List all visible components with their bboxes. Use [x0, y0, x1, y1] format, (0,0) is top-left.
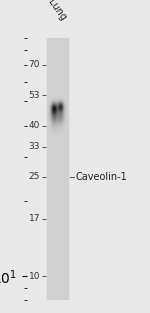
Text: 40: 40 — [29, 121, 40, 130]
Text: 25: 25 — [29, 172, 40, 181]
Text: 70: 70 — [29, 60, 40, 69]
Text: Lung: Lung — [46, 0, 68, 22]
Text: 33: 33 — [29, 142, 40, 151]
Text: 53: 53 — [29, 90, 40, 100]
Text: 10: 10 — [29, 272, 40, 281]
Bar — [47, 38, 68, 300]
Text: 17: 17 — [29, 214, 40, 223]
Text: Caveolin-1: Caveolin-1 — [75, 172, 127, 182]
